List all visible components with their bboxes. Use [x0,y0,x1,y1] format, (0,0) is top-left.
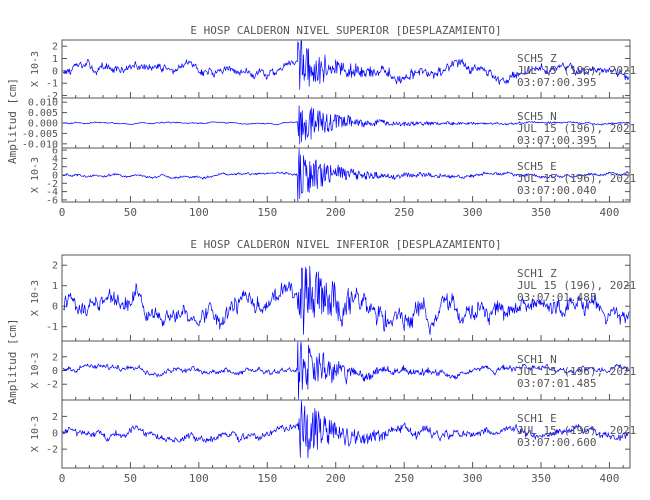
channel-station-label: SCH1 N [517,353,557,366]
y-tick-label: 2 [52,42,58,53]
channel-time-label: 03:07:00.395 [517,76,596,89]
x-tick-label: 350 [531,206,551,219]
y-tick-label: 0 [52,428,58,439]
y-tick-label: -0.010 [22,139,58,150]
y-tick-label: 0 [52,302,58,313]
y-tick-label: -2 [46,380,58,391]
x-tick-label: 100 [189,472,209,485]
x-tick-label: 50 [124,472,137,485]
channel-station-label: SCH1 Z [517,267,557,280]
chart-title: E HOSP CALDERON NIVEL SUPERIOR [DESPLAZA… [190,24,501,37]
waveform-trace [62,400,630,459]
y-tick-label: -6 [46,195,58,206]
y-unit-label: X 10-3 [30,51,41,87]
y-tick-label: -2 [46,445,58,456]
y-tick-label: 2 [52,352,58,363]
channel-date-label: JUL 15 (196), 2021 [517,365,636,378]
x-tick-label: 0 [59,206,66,219]
x-tick-label: 150 [257,472,277,485]
y-tick-label: 4 [52,154,58,165]
y-unit-label: X 10-3 [30,280,41,316]
y-tick-label: 0 [52,66,58,77]
lower-seismogram-panel: E HOSP CALDERON NIVEL INFERIOR [DESPLAZA… [6,238,636,485]
x-tick-label: 250 [394,472,414,485]
y-unit-label: X 10-3 [30,352,41,388]
y-tick-label: 2 [52,412,58,423]
y-tick-label: -4 [46,187,58,198]
y-tick-label: 0.010 [28,98,58,109]
x-tick-label: 100 [189,206,209,219]
x-tick-label: 400 [600,206,620,219]
y-tick-label: 0.005 [28,108,58,119]
waveform-trace [62,40,630,90]
y-axis-label: Amplitud [cm] [6,318,19,404]
x-tick-label: 300 [463,206,483,219]
channel-time-label: 03:07:00.040 [517,184,596,197]
x-tick-label: 0 [59,472,66,485]
y-axis-label: Amplitud [cm] [6,78,19,164]
channel-date-label: JUL 15 (196), 2021 [517,279,636,292]
y-tick-label: -2 [46,179,58,190]
channel-time-label: 03:07:01.485 [517,377,596,390]
chart-title: E HOSP CALDERON NIVEL INFERIOR [DESPLAZA… [190,238,501,251]
y-tick-label: -0.005 [22,129,58,140]
waveform-trace [62,105,630,145]
channel-time-label: 03:07:00.600 [517,436,596,449]
x-tick-label: 200 [326,472,346,485]
channel-date-label: JUL 15 (196), 2021 [517,424,636,437]
y-unit-label: X 10-3 [30,157,41,193]
channel-date-label: JUL 15 (196), 2021 [517,122,636,135]
x-tick-label: 350 [531,472,551,485]
channel-frame [61,399,631,469]
y-tick-label: 2 [52,261,58,272]
y-tick-label: 0 [52,366,58,377]
y-tick-label: 6 [52,146,58,157]
x-tick-label: 50 [124,206,137,219]
y-tick-label: -1 [46,79,58,90]
channel-station-label: SCH1 E [517,412,557,425]
channel-station-label: SCH5 E [517,160,557,173]
x-tick-label: 150 [257,206,277,219]
channel-station-label: SCH5 Z [517,52,557,65]
y-tick-label: 0.000 [28,119,58,130]
y-tick-label: -1 [46,322,58,333]
x-tick-label: 250 [394,206,414,219]
x-tick-label: 200 [326,206,346,219]
channel-time-label: 03:07:01.485 [517,291,596,304]
x-tick-label: 400 [600,472,620,485]
channel-date-label: JUL 15 (196), 2021 [517,64,636,77]
waveform-trace [62,341,630,400]
y-tick-label: 1 [52,54,58,65]
y-unit-label: X 10-3 [30,416,41,452]
channel-time-label: 03:07:00.395 [517,134,596,147]
y-tick-label: 2 [52,162,58,173]
y-tick-label: 1 [52,281,58,292]
x-tick-label: 300 [463,472,483,485]
waveform-trace [62,148,630,202]
upper-seismogram-panel: E HOSP CALDERON NIVEL SUPERIOR [DESPLAZA… [6,24,636,219]
channel-station-label: SCH5 N [517,110,557,123]
y-tick-label: -2 [46,91,58,102]
y-tick-label: 0 [52,171,58,182]
channel-date-label: JUL 15 (196), 2021 [517,172,636,185]
waveform-trace [62,265,630,336]
